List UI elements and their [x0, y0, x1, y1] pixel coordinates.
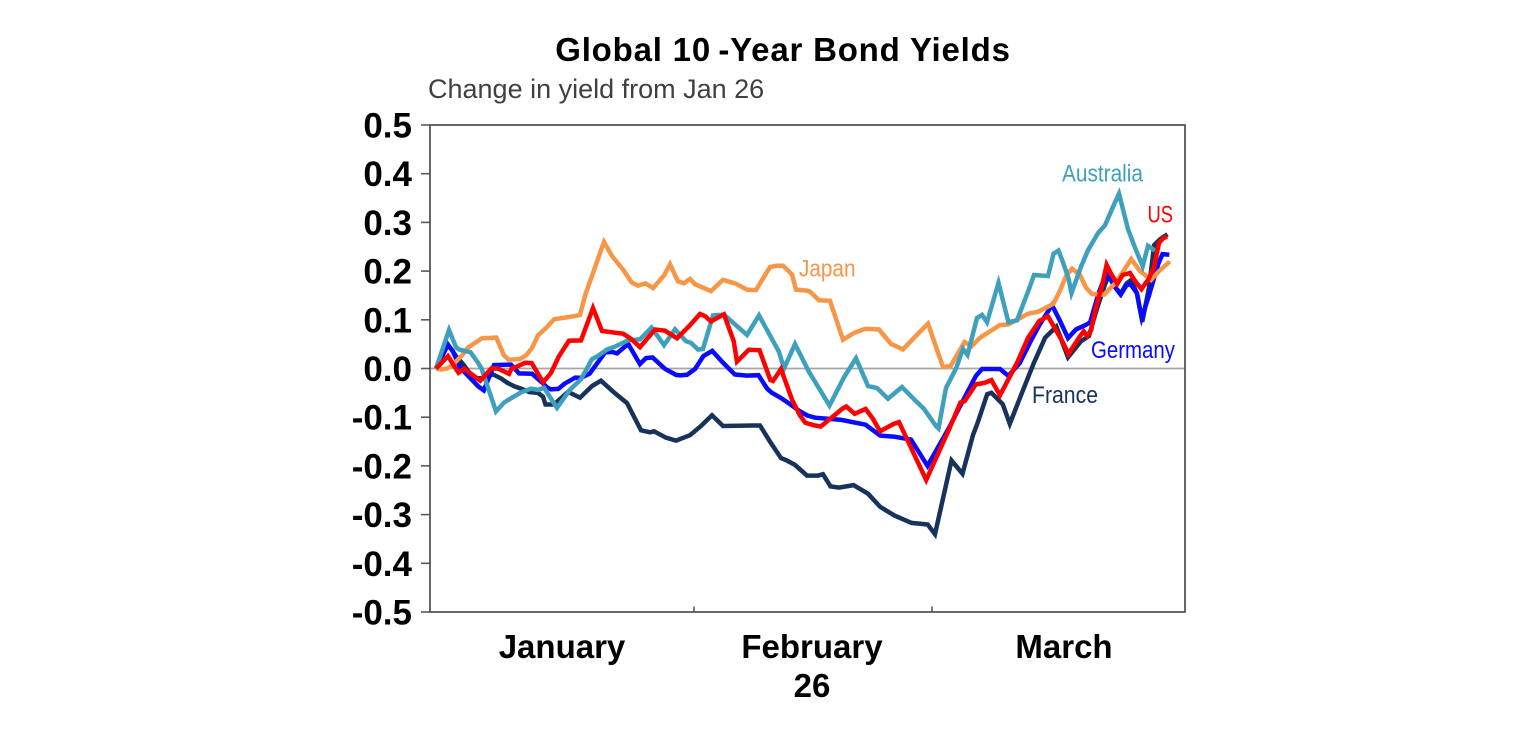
svg-text:February: February: [741, 628, 883, 665]
svg-text:26: 26: [794, 667, 831, 704]
svg-text:-0.5: -0.5: [352, 594, 412, 633]
svg-text:-0.3: -0.3: [352, 496, 412, 535]
svg-text:0.0: 0.0: [363, 350, 412, 389]
svg-text:0.1: 0.1: [363, 301, 412, 340]
svg-text:-0.2: -0.2: [352, 447, 412, 486]
svg-text:0.2: 0.2: [363, 253, 412, 292]
svg-text:Australia: Australia: [1062, 161, 1144, 188]
svg-text:-0.4: -0.4: [352, 545, 413, 584]
svg-text:Germany: Germany: [1091, 337, 1175, 364]
svg-text:0.4: 0.4: [363, 155, 412, 194]
svg-text:January: January: [499, 628, 626, 665]
svg-text:US: US: [1148, 202, 1174, 229]
svg-text:0.5: 0.5: [363, 107, 412, 146]
svg-text:Global 10 -Year Bond Yields: Global 10 -Year Bond Yields: [555, 31, 1011, 68]
svg-text:0.3: 0.3: [363, 204, 412, 243]
svg-text:Japan: Japan: [799, 256, 856, 283]
svg-text:Change in yield from Jan 26: Change in yield from Jan 26: [428, 74, 764, 104]
svg-text:France: France: [1032, 382, 1098, 409]
svg-text:-0.1: -0.1: [352, 399, 412, 438]
svg-text:March: March: [1015, 628, 1112, 665]
